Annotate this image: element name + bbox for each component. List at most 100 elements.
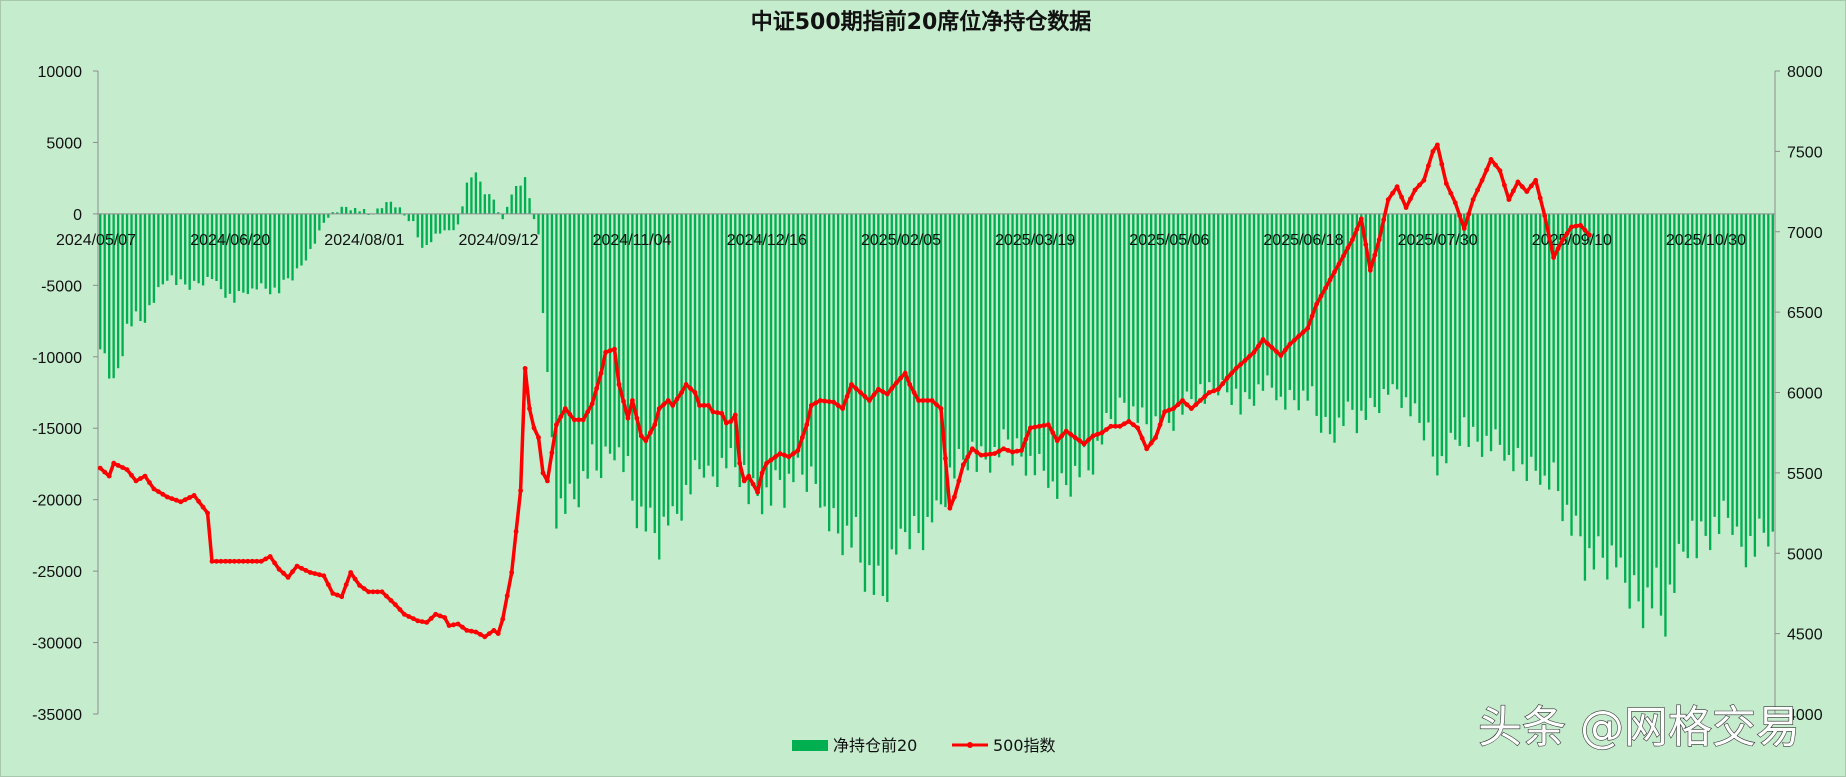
index-point (111, 461, 116, 466)
index-point (1533, 178, 1538, 183)
index-point (447, 623, 452, 628)
index-point (286, 575, 291, 580)
index-point (1041, 423, 1046, 428)
index-point (1475, 188, 1480, 193)
bar-net-position (1445, 214, 1447, 463)
bar-net-position (135, 214, 137, 312)
index-point (643, 438, 648, 443)
index-point (116, 463, 121, 468)
index-point (1171, 406, 1176, 411)
bar-net-position (314, 214, 316, 244)
index-point (232, 559, 237, 564)
index-point (1439, 162, 1444, 167)
bar-net-position (971, 214, 973, 442)
index-point (1583, 228, 1588, 233)
index-point (1140, 436, 1145, 441)
bar-net-position (1374, 214, 1376, 407)
bar-net-position (1718, 214, 1720, 534)
legend-bar-label: 净持仓前20 (833, 736, 917, 755)
bar-net-position (636, 214, 638, 528)
bar-net-position (457, 214, 459, 225)
index-point (460, 625, 465, 630)
index-point (567, 412, 572, 417)
index-point (1131, 422, 1136, 427)
index-point (813, 401, 818, 406)
bar-net-position (1526, 214, 1528, 481)
bar-net-position (1678, 214, 1680, 544)
index-point (1064, 429, 1069, 434)
bar-net-position (1642, 214, 1644, 628)
bar-net-position (868, 214, 870, 565)
bar-net-position (1087, 214, 1089, 470)
index-point (1408, 196, 1413, 201)
bar-net-position (153, 214, 155, 303)
bar-net-position (582, 214, 584, 471)
bar-net-position (1754, 214, 1756, 557)
index-point (214, 559, 219, 564)
bar-net-position (1253, 214, 1255, 406)
index-point (500, 617, 505, 622)
index-point (474, 630, 479, 635)
index-point (590, 401, 595, 406)
index-point (970, 446, 975, 451)
index-point (697, 403, 702, 408)
index-point (165, 495, 170, 500)
index-point (505, 593, 510, 598)
index-point (1256, 344, 1261, 349)
index-point (196, 499, 201, 504)
index-point (469, 629, 474, 634)
index-point (1448, 191, 1453, 196)
index-point (1551, 255, 1556, 260)
index-point (514, 529, 519, 534)
bar-net-position (1655, 214, 1657, 568)
y-right-tick-label: 6500 (1787, 305, 1823, 322)
bar-net-position (953, 214, 955, 479)
index-point (160, 492, 165, 497)
index-point (939, 406, 944, 411)
bar-net-position (1544, 214, 1546, 476)
bar-net-position (327, 214, 329, 218)
index-point (836, 403, 841, 408)
bar-net-position (698, 214, 700, 469)
bar-net-position (1548, 214, 1550, 490)
bar-net-position (502, 214, 504, 219)
bar-net-position (426, 214, 428, 245)
bar-net-position (779, 214, 781, 480)
index-point (1587, 233, 1592, 238)
index-point (626, 416, 631, 421)
index-point (782, 453, 787, 458)
index-point (169, 496, 174, 501)
bar-net-position (1391, 214, 1393, 384)
bar-net-position (506, 207, 508, 214)
index-point (652, 422, 657, 427)
bar-net-position (1052, 214, 1054, 482)
index-point (608, 348, 613, 353)
index-point (482, 634, 487, 639)
bar-net-position (595, 214, 597, 471)
index-point (143, 474, 148, 479)
bar-net-position (792, 214, 794, 482)
x-tick-label: 2025/07/30 (1398, 232, 1478, 249)
index-point (1086, 438, 1091, 443)
y-right-tick-label: 7500 (1787, 144, 1823, 161)
x-tick-label: 2024/05/07 (56, 232, 136, 249)
index-point (724, 421, 729, 426)
bar-net-position (1637, 214, 1639, 601)
index-point (581, 417, 586, 422)
bar-net-position (1070, 214, 1072, 497)
bar-net-position (350, 210, 352, 214)
bar-net-position (1539, 214, 1541, 485)
y-left-tick-label: 5000 (46, 135, 82, 152)
index-point (1162, 409, 1167, 414)
bar-net-position (980, 214, 982, 446)
index-point (1270, 345, 1275, 350)
index-point (491, 628, 496, 633)
index-point (943, 456, 948, 461)
index-point (98, 466, 103, 471)
index-point (384, 594, 389, 599)
index-point (438, 614, 443, 619)
x-tick-label: 2025/03/19 (995, 232, 1075, 249)
index-point (930, 398, 935, 403)
bar-net-position (1432, 214, 1434, 457)
index-point (1417, 183, 1422, 188)
